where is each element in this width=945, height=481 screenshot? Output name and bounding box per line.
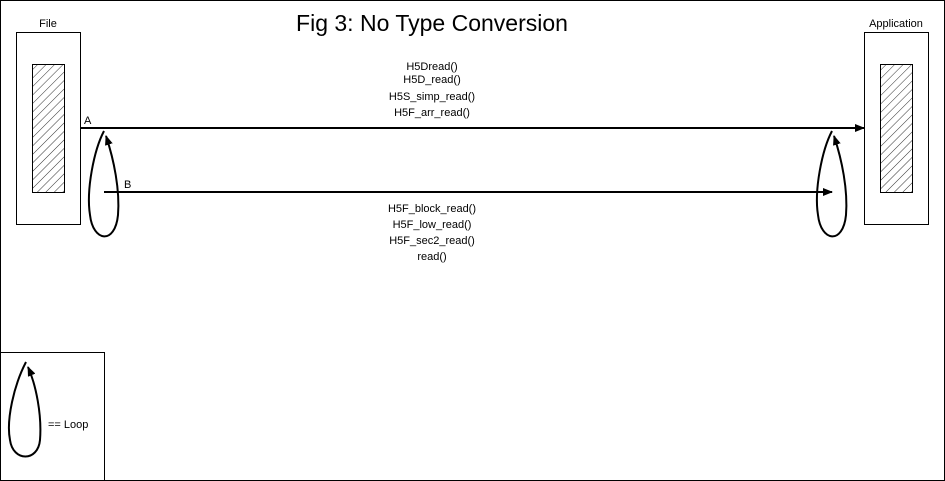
file-data-block xyxy=(32,64,65,193)
upper-call-1: H5D_read() xyxy=(403,74,460,86)
legend-label: == Loop xyxy=(48,419,88,431)
lower-call-3: read() xyxy=(417,251,446,263)
legend-box xyxy=(0,352,105,481)
loop-right-icon xyxy=(815,130,848,238)
upper-call-2: H5S_simp_read() xyxy=(389,91,475,103)
application-label: Application xyxy=(869,18,923,30)
lower-call-0: H5F_block_read() xyxy=(388,203,476,215)
lower-call-2: H5F_sec2_read() xyxy=(389,235,475,247)
loop-legend-icon xyxy=(7,361,42,458)
figure-title: Fig 3: No Type Conversion xyxy=(296,10,568,36)
loop-left-icon xyxy=(87,130,120,238)
upper-call-3: H5F_arr_read() xyxy=(394,107,470,119)
point-b-label: B xyxy=(124,179,131,191)
file-label: File xyxy=(39,18,57,30)
lower-call-1: H5F_low_read() xyxy=(393,219,472,231)
application-data-block xyxy=(880,64,913,193)
point-a-label: A xyxy=(84,115,92,127)
upper-call-0: H5Dread() xyxy=(406,61,457,73)
